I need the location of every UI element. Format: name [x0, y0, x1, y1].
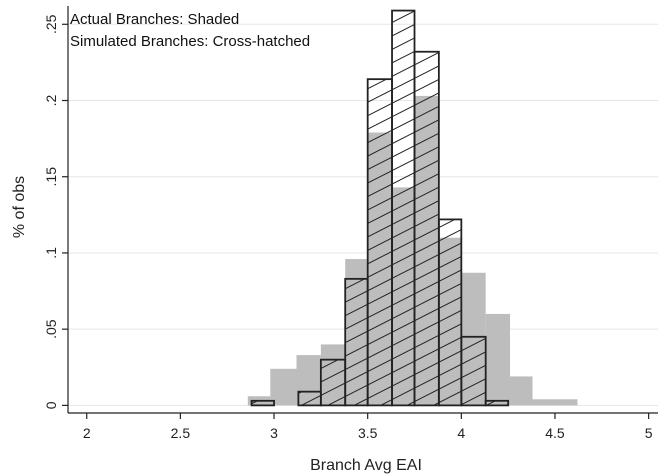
- x-tick-label: 3: [270, 425, 278, 441]
- x-tick-label: 2: [83, 425, 91, 441]
- y-tick-label: .1: [43, 247, 59, 259]
- x-tick-label: 5: [645, 425, 653, 441]
- x-tick-label: 3.5: [358, 425, 378, 441]
- shaded-bar: [532, 399, 578, 406]
- x-tick-label: 2.5: [171, 425, 191, 441]
- x-tick-label: 4.5: [545, 425, 565, 441]
- hatched-bar: [297, 390, 322, 407]
- y-tick-label: .15: [43, 167, 59, 187]
- x-axis-title: Branch Avg EAI: [310, 457, 422, 474]
- hatched-bar: [413, 50, 440, 407]
- shaded-bar: [270, 368, 297, 406]
- axes: [62, 6, 658, 419]
- hatched-bar: [460, 335, 487, 407]
- hatched-bar: [250, 399, 275, 407]
- annotation-actual: Actual Branches: Shaded: [70, 11, 239, 28]
- y-tick-label: 0: [43, 401, 59, 409]
- x-tick-labels: 2 2.5 3 3.5 4 4.5 5: [83, 425, 653, 441]
- hatched-bar: [319, 358, 347, 407]
- hatched-bar: [366, 78, 393, 407]
- shaded-bar: [510, 376, 533, 406]
- hatched-bars: [250, 9, 510, 407]
- y-tick-label: .05: [43, 319, 59, 339]
- y-axis-title: % of obs: [11, 176, 28, 238]
- hatched-bar: [437, 218, 463, 407]
- shaded-bar: [485, 313, 511, 406]
- y-tick-label: .2: [43, 94, 59, 106]
- x-tick-label: 4: [457, 425, 465, 441]
- y-tick-labels: 0 .05 .1 .15 .2 .25: [43, 14, 59, 409]
- y-tick-label: .25: [43, 14, 59, 34]
- hatched-bar: [344, 277, 369, 407]
- hatched-bar: [484, 399, 510, 407]
- hatched-bar: [391, 9, 416, 407]
- annotation-simulated: Simulated Branches: Cross-hatched: [70, 33, 310, 50]
